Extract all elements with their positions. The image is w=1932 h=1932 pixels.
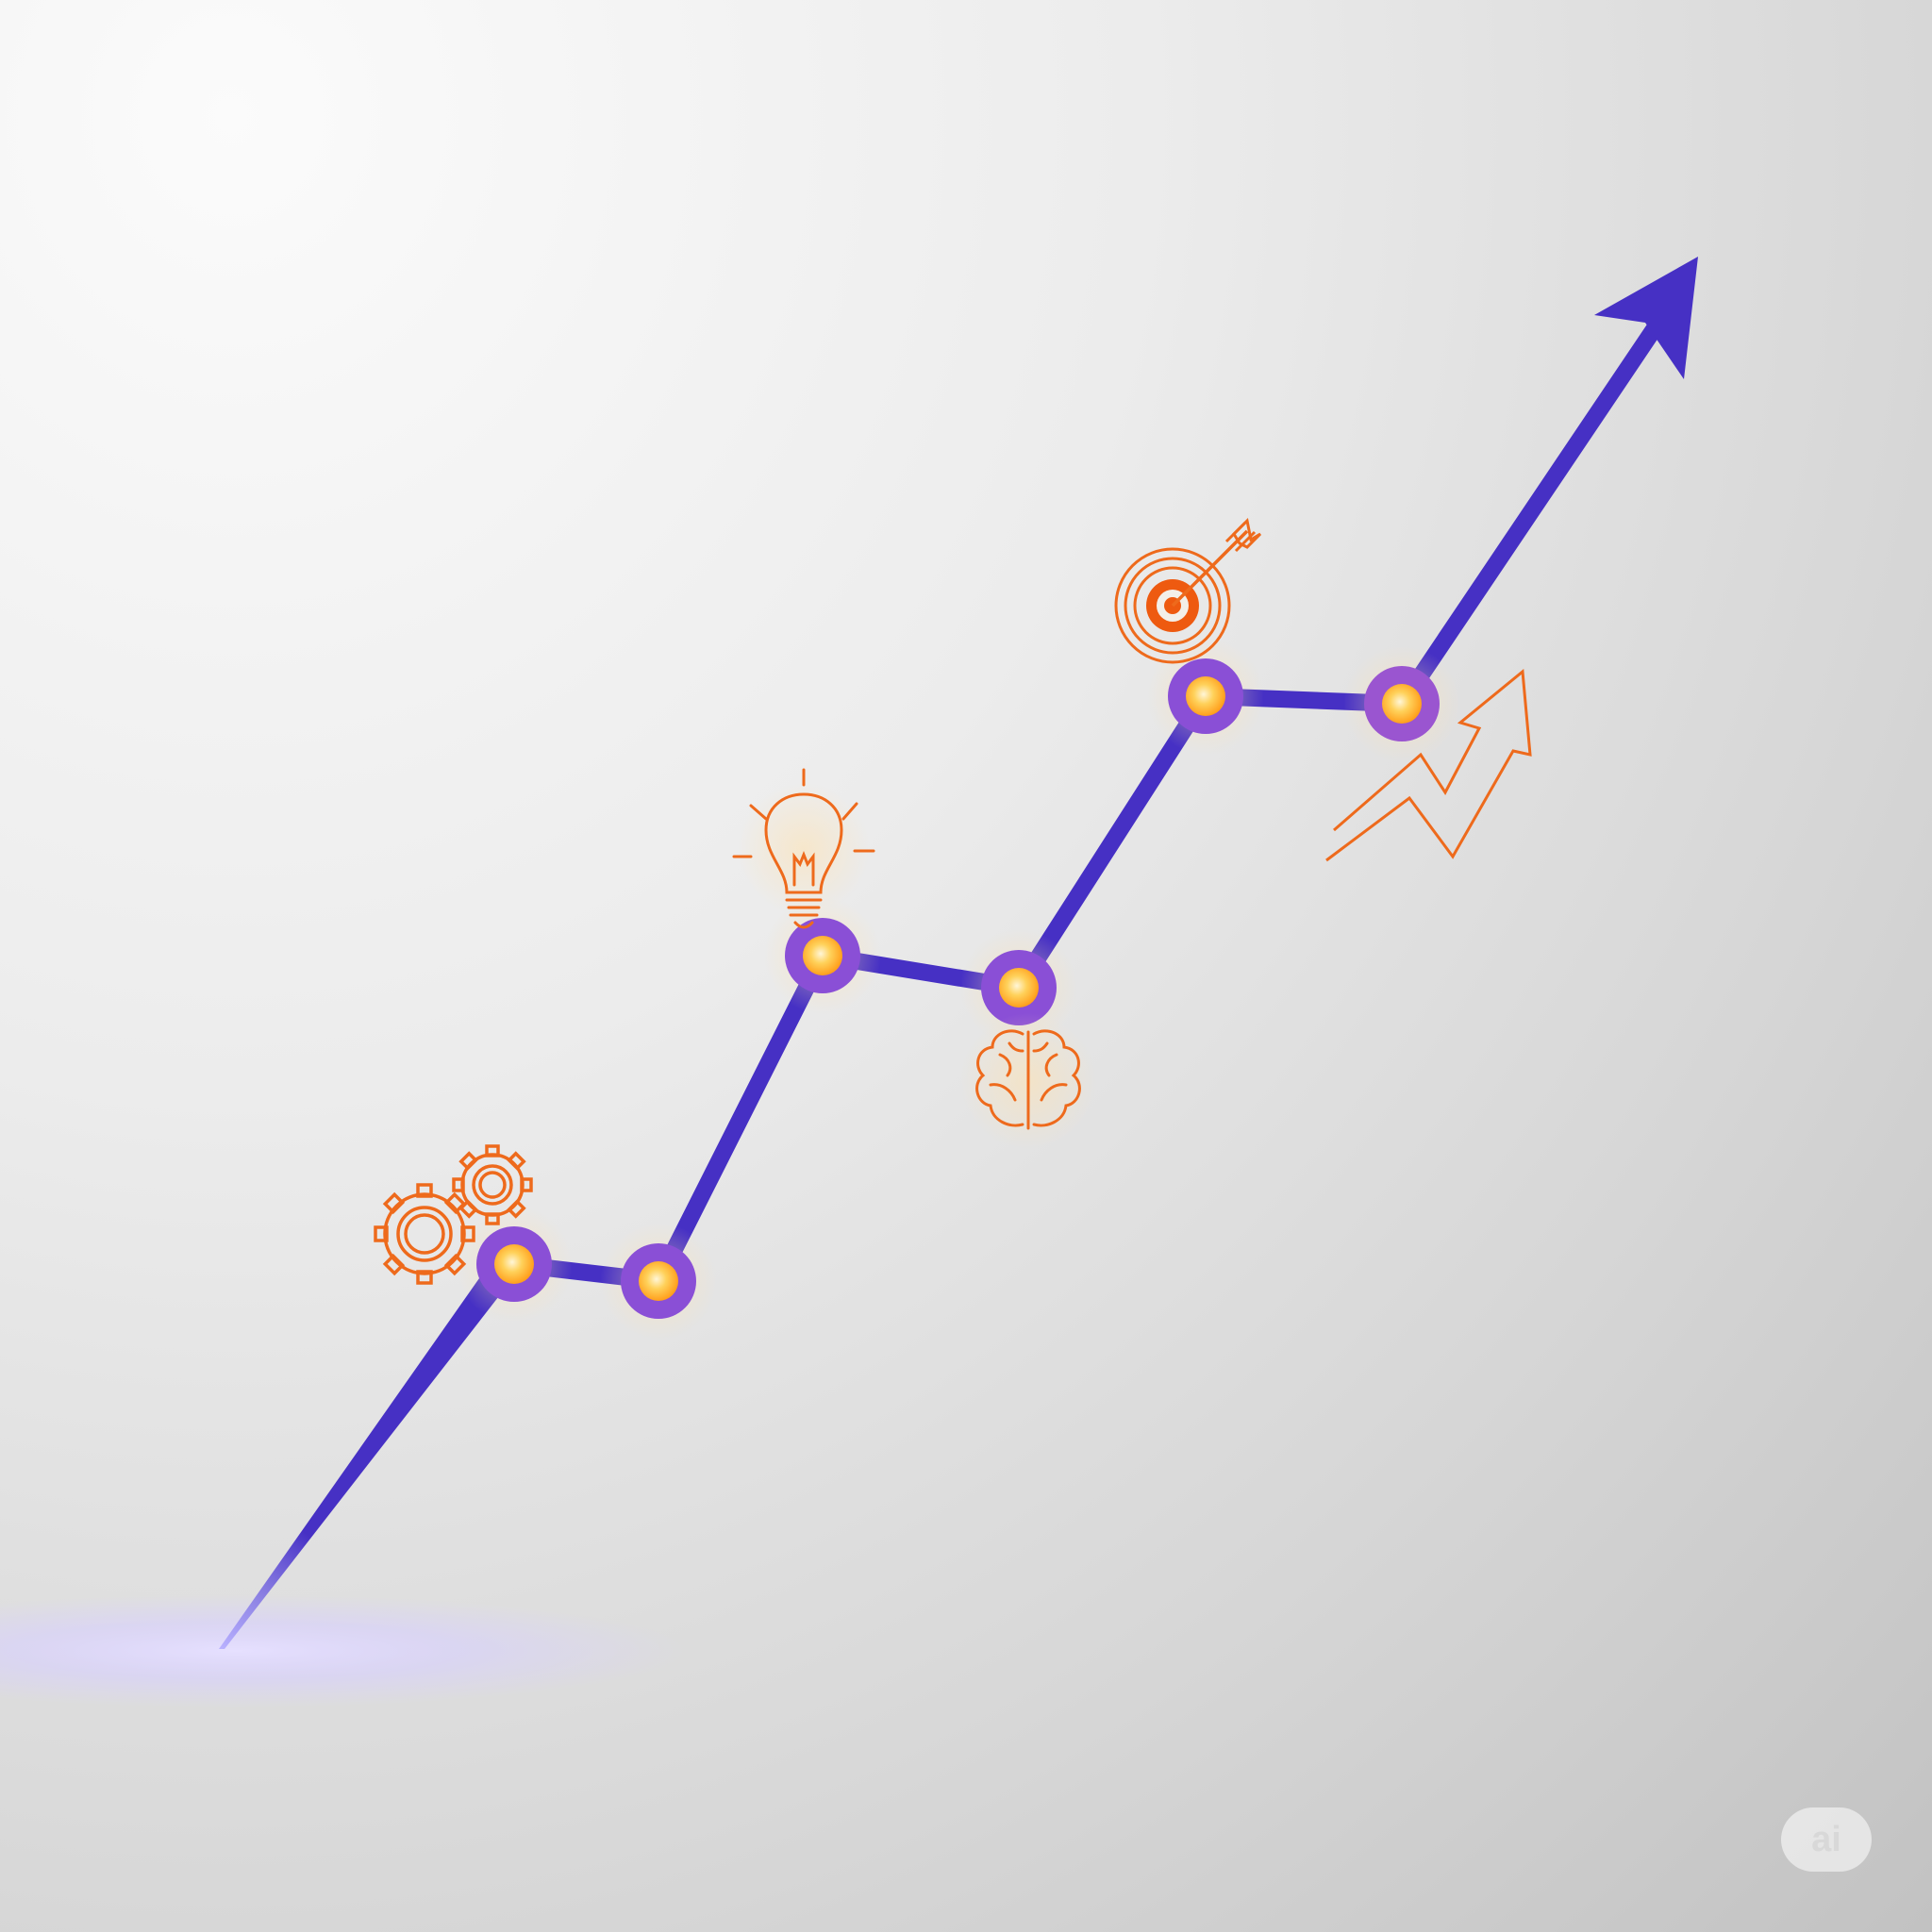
gear-small-teeth <box>452 1144 533 1225</box>
brain-icon <box>960 1013 1096 1149</box>
line-tail <box>219 1262 515 1649</box>
node-6 <box>1343 645 1460 762</box>
line-path <box>506 308 1671 1290</box>
gear-large-body <box>383 1192 466 1275</box>
ai-watermark: ai <box>1781 1807 1872 1872</box>
node-5 <box>1147 638 1264 755</box>
growth-arrow-icon <box>1325 669 1532 862</box>
growth-line <box>219 257 1698 1649</box>
gear-large-teeth <box>374 1183 475 1285</box>
node-1 <box>456 1206 573 1323</box>
node-2 <box>600 1223 717 1340</box>
arrowhead <box>1594 257 1698 379</box>
floor-glow <box>0 1594 689 1707</box>
target-icon <box>1114 517 1262 664</box>
lightbulb-icon <box>732 768 875 929</box>
node-3 <box>764 897 881 1014</box>
gears-icon <box>374 1144 533 1285</box>
